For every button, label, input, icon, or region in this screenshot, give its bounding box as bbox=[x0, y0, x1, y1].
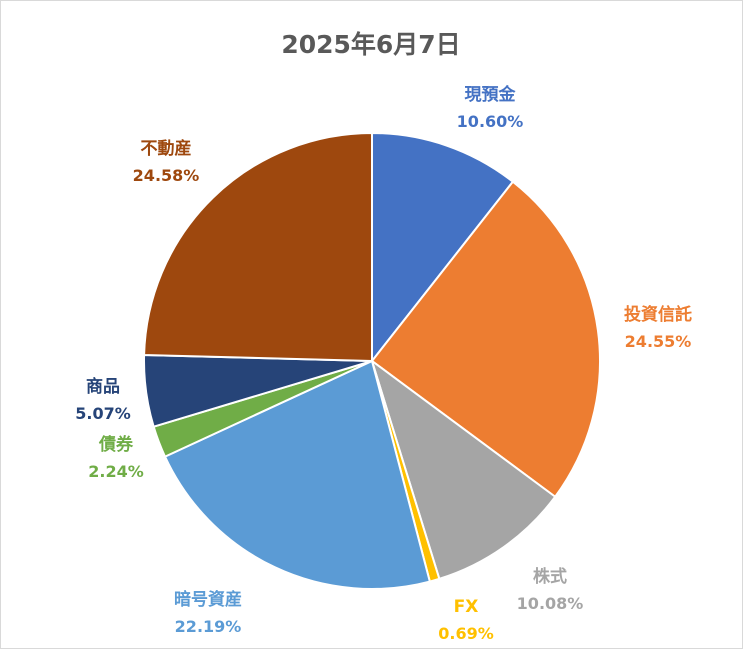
slice-category-label: 商品 bbox=[86, 376, 120, 397]
slice-category-label: 不動産 bbox=[141, 138, 192, 159]
slice-percent-label: 0.69% bbox=[438, 624, 494, 643]
slice-percent-label: 10.60% bbox=[457, 112, 524, 131]
slice-category-label: 現預金 bbox=[465, 84, 517, 105]
slice-category-label: 債券 bbox=[98, 434, 134, 455]
slice-category-label: 株式 bbox=[533, 566, 567, 587]
slice-category-label: 投資信託 bbox=[624, 304, 692, 325]
data-labels: 現預金 10.60% 投資信託 24.55% 株式 10.08% FX 0.69% 暗号資産 22… bbox=[75, 84, 692, 643]
pie-slice-5 bbox=[164, 360, 431, 590]
pie-slice-1 bbox=[371, 132, 514, 362]
slice-category-label: 暗号資産 bbox=[174, 589, 242, 610]
chart-title: 2025年6月7日 bbox=[281, 30, 460, 59]
pie-slices bbox=[143, 132, 601, 590]
pie-slice-8 bbox=[143, 132, 373, 362]
pie-slice-2 bbox=[371, 180, 601, 498]
slice-percent-label: 24.58% bbox=[133, 166, 200, 185]
slice-percent-label: 22.19% bbox=[175, 617, 242, 636]
slice-percent-label: 5.07% bbox=[75, 404, 131, 423]
pie-slice-3 bbox=[371, 360, 557, 580]
slice-category-label: FX bbox=[454, 597, 479, 617]
slice-percent-label: 24.55% bbox=[625, 332, 692, 351]
slice-percent-label: 2.24% bbox=[88, 462, 144, 481]
slice-percent-label: 10.08% bbox=[517, 594, 584, 613]
